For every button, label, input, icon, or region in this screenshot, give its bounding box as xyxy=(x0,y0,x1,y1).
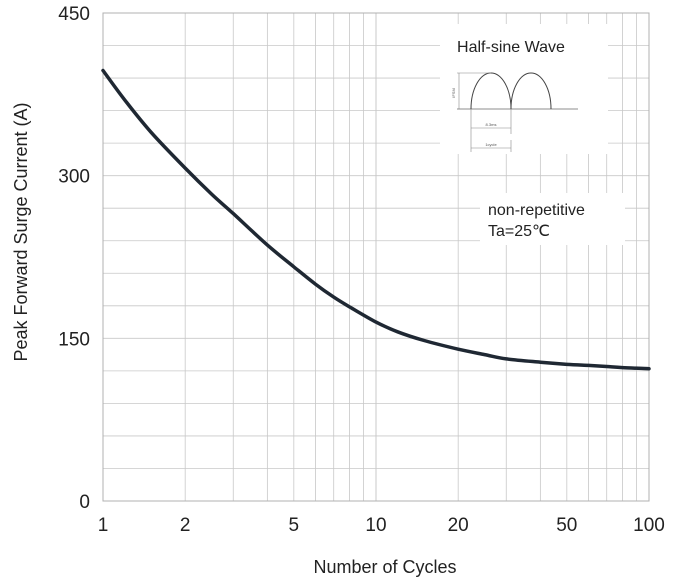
inset-background xyxy=(440,24,608,154)
series-layer xyxy=(101,68,651,371)
inset-title: Half-sine Wave xyxy=(457,39,565,56)
x-tick-label: 50 xyxy=(556,515,577,536)
y-tick-label: 300 xyxy=(58,167,90,188)
y-tick-label: 150 xyxy=(58,329,90,350)
x-tick-label: 10 xyxy=(365,515,386,536)
x-tick-label: 20 xyxy=(448,515,469,536)
surge-current-curve xyxy=(101,68,651,371)
condition-note: non-repetitive Ta=25℃ xyxy=(480,193,625,245)
y-tick-label: 0 xyxy=(79,492,90,513)
x-tick-label: 5 xyxy=(289,515,300,536)
y-tick-label: 450 xyxy=(58,4,90,25)
x-tick-label: 2 xyxy=(180,515,191,536)
note-temperature: Ta=25℃ xyxy=(488,223,550,240)
x-axis-label: Number of Cycles xyxy=(313,557,456,577)
inset-cycle-label: 1cycle xyxy=(485,142,497,147)
x-tick-label: 1 xyxy=(98,515,109,536)
x-tick-label: 100 xyxy=(633,515,665,536)
half-sine-inset: Half-sine Wave IFSM 8.3ms 1cycle xyxy=(440,24,608,154)
inset-peak-label: IFSM xyxy=(451,88,456,98)
plot-frame xyxy=(102,12,650,502)
note-non-repetitive: non-repetitive xyxy=(488,202,585,219)
y-axis-label: Peak Forward Surge Current (A) xyxy=(11,102,31,361)
condition-note-background xyxy=(480,193,625,245)
tick-labels: 1 2 5 10 20 50 100 0 150 300 450 xyxy=(58,4,665,536)
inset-halfcycle-label: 8.3ms xyxy=(486,122,497,127)
